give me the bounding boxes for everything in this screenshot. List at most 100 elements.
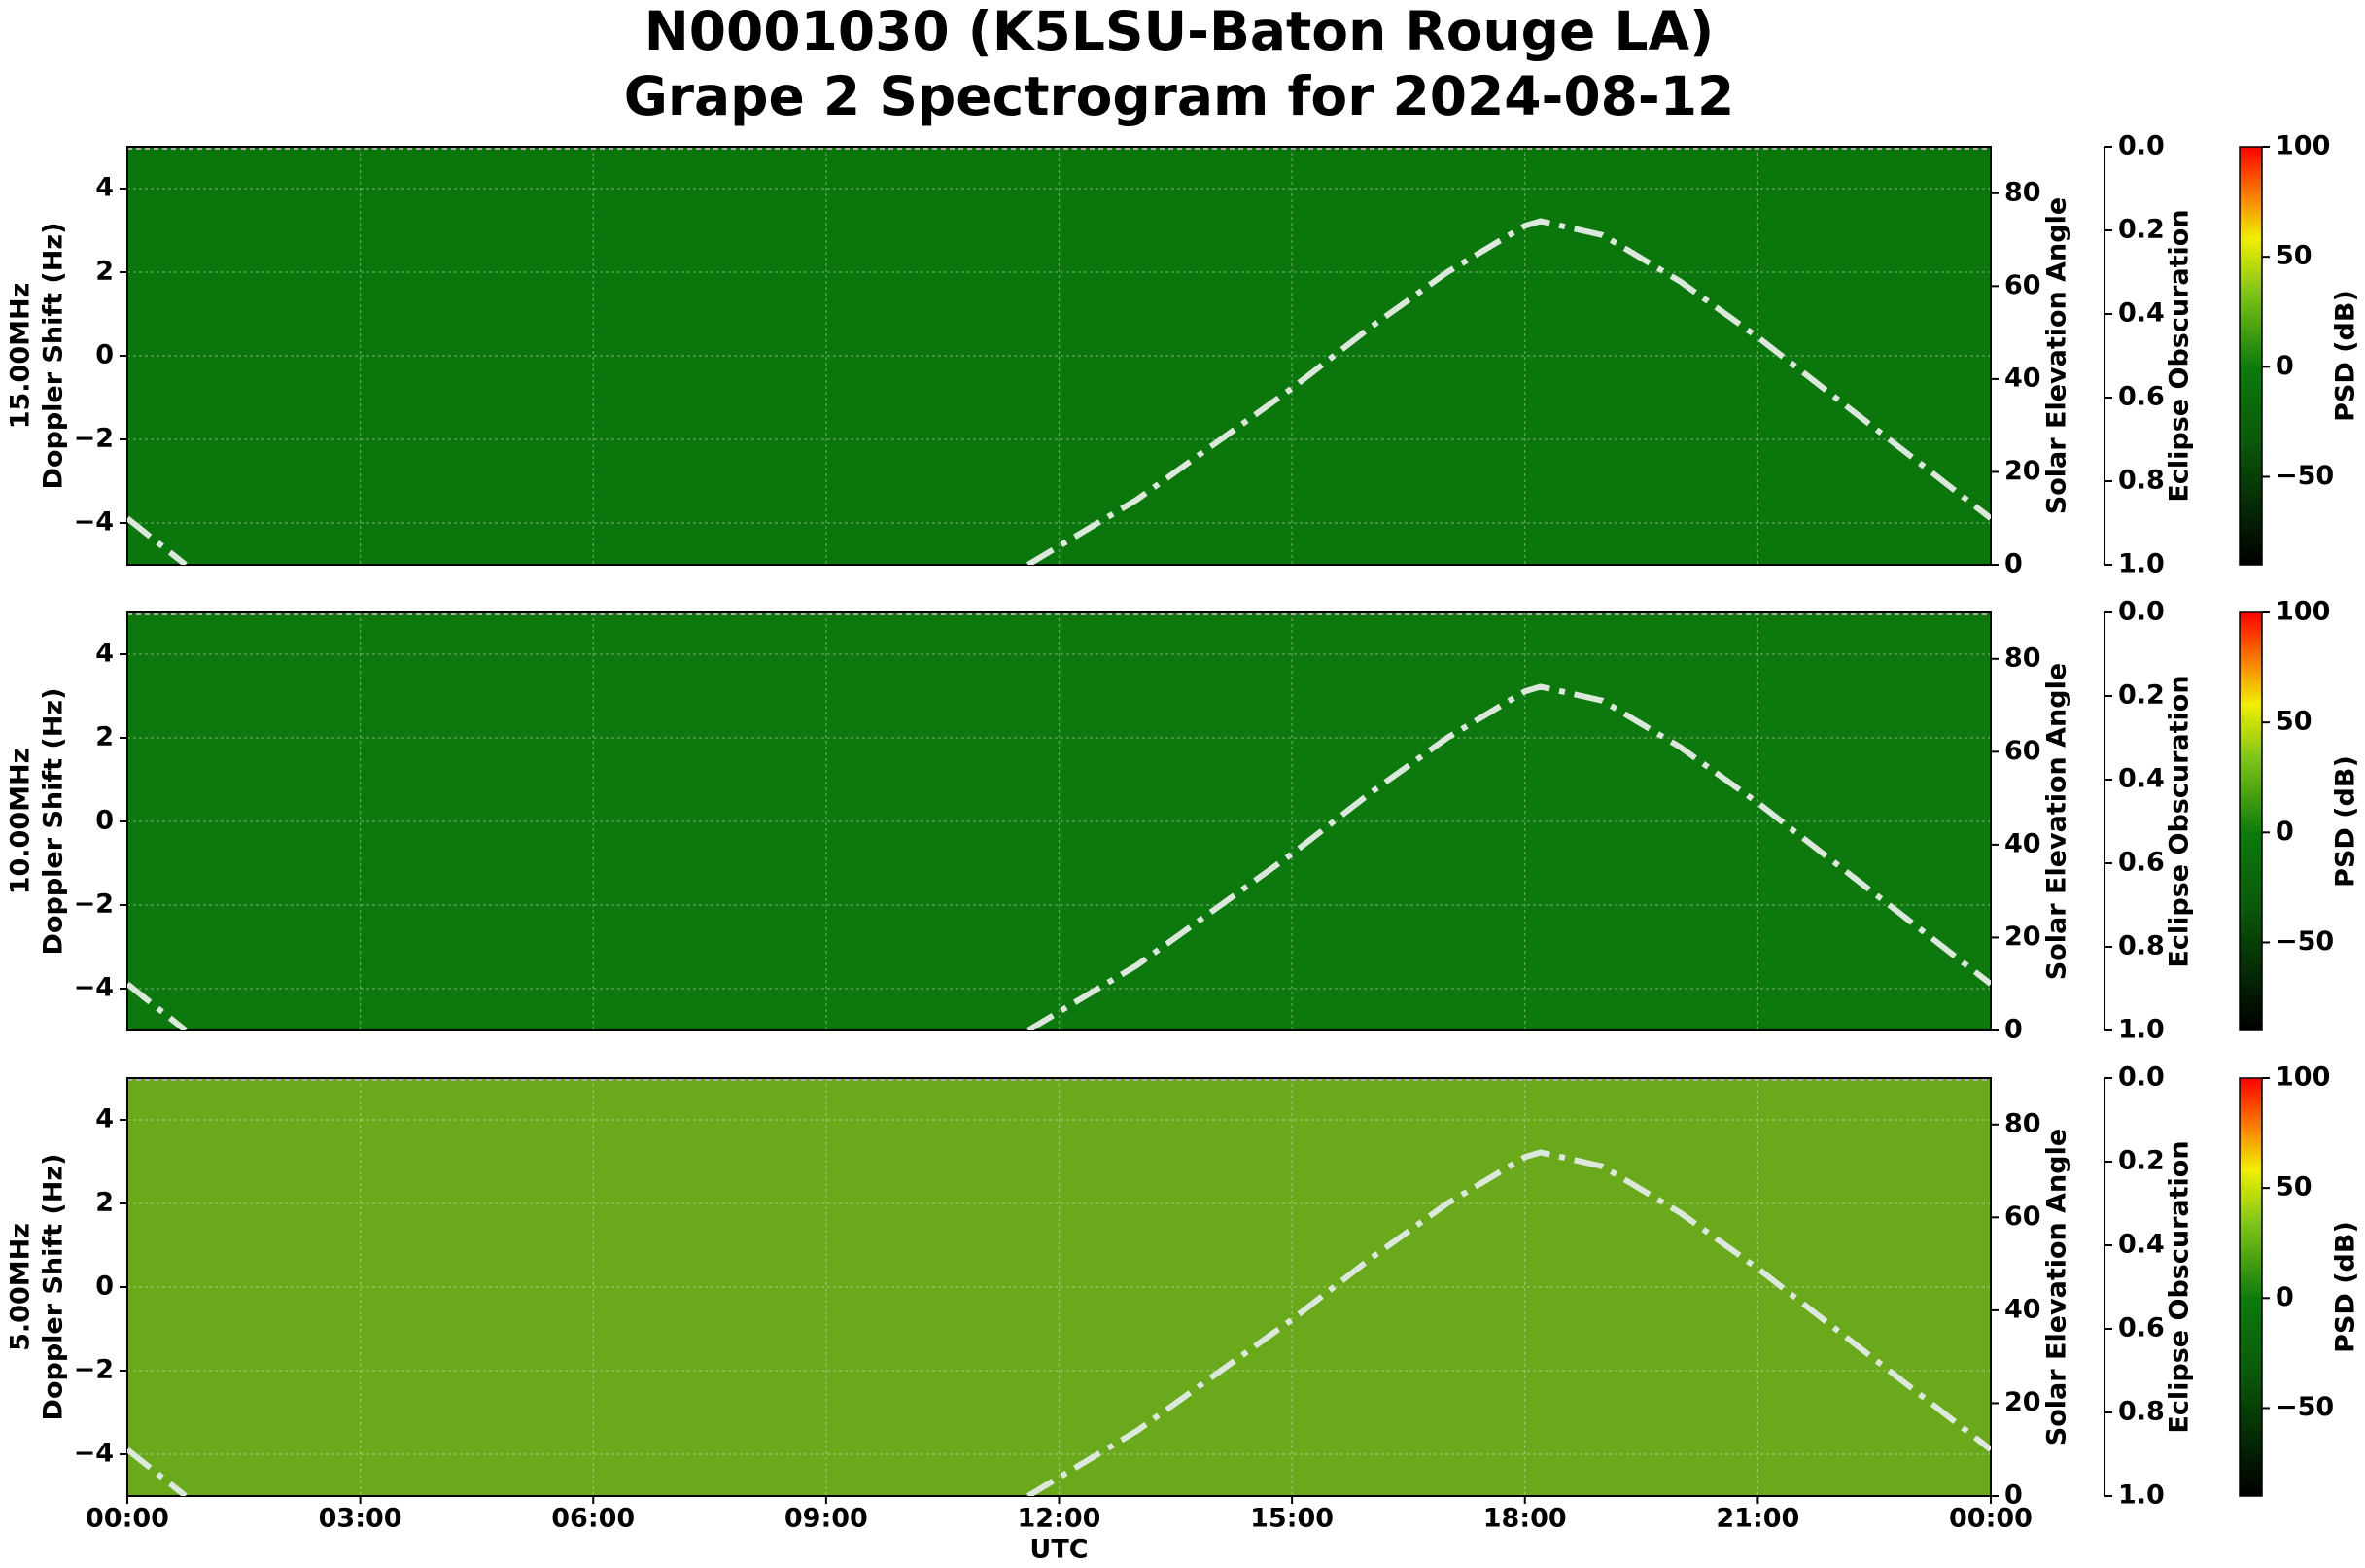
y3-tick-label: 0.4 <box>2118 764 2165 794</box>
y-label: Doppler Shift (Hz) <box>39 1154 69 1421</box>
y-tick-label: −2 <box>74 424 114 454</box>
spectrogram <box>127 147 1991 565</box>
y-tick-label: 4 <box>95 1104 114 1134</box>
y-tick-label: 2 <box>95 257 114 287</box>
x-label: UTC <box>1029 1535 1088 1565</box>
colorbar-tick-label: −50 <box>2276 926 2334 957</box>
y3-tick-label: 0.2 <box>2118 215 2165 245</box>
y2-tick-label: 80 <box>2004 177 2041 207</box>
y-label: 10.00MHz <box>6 749 36 895</box>
x-tick-label: 06:00 <box>551 1504 635 1534</box>
colorbar-label: PSD (dB) <box>2331 1221 2361 1353</box>
colorbar-tick-label: −50 <box>2276 1392 2334 1422</box>
y-tick-label: 0 <box>95 340 114 370</box>
y2-tick-label: 80 <box>2004 1108 2041 1138</box>
colorbar-tick-label: 50 <box>2276 1172 2313 1202</box>
x-tick-label: 00:00 <box>86 1504 169 1534</box>
y2-tick-label: 80 <box>2004 643 2041 673</box>
y3-tick-label: 1.0 <box>2118 1481 2165 1511</box>
colorbar-tick-label: 100 <box>2276 131 2330 161</box>
plot-frame <box>126 611 1992 1031</box>
colorbar-tick-label: 100 <box>2276 597 2330 627</box>
colorbar-tick-label: 50 <box>2276 707 2313 737</box>
x-tick-label: 12:00 <box>1018 1504 1101 1534</box>
y2-tick-label: 60 <box>2004 270 2041 300</box>
y3-tick-label: 0.8 <box>2118 931 2165 961</box>
y-tick-label: 0 <box>95 1272 114 1302</box>
y2-tick-label: 40 <box>2004 828 2041 858</box>
y-tick-label: −4 <box>74 973 114 1003</box>
y-label: Doppler Shift (Hz) <box>39 223 69 490</box>
y3-tick-label: 0.0 <box>2118 597 2165 627</box>
x-tick-label: 03:00 <box>319 1504 402 1534</box>
y3-tick-label: 0.2 <box>2118 1146 2165 1176</box>
colorbar-tick-label: 0 <box>2276 817 2294 847</box>
colorbar <box>2239 146 2263 566</box>
y3-tick-label: 0.4 <box>2118 1230 2165 1260</box>
x-tick-label: 00:00 <box>1949 1504 2033 1534</box>
colorbar-tick-label: −50 <box>2276 461 2334 491</box>
colorbar-tick-label: 50 <box>2276 241 2313 271</box>
title-line: N0001030 (K5LSU-Baton Rouge LA) <box>644 0 1715 62</box>
x-tick-label: 21:00 <box>1716 1504 1799 1534</box>
y3-tick-label: 0.0 <box>2118 1063 2165 1093</box>
y-tick-label: 4 <box>95 639 114 669</box>
y-label: 5.00MHz <box>6 1223 36 1351</box>
y2-tick-label: 40 <box>2004 363 2041 393</box>
y3-tick-label: 0.6 <box>2118 848 2165 878</box>
y3-label: Eclipse Obscuration <box>2165 209 2195 502</box>
plot-frame <box>126 146 1992 566</box>
y3-tick-label: 0.0 <box>2118 131 2165 161</box>
y3-tick-label: 0.6 <box>2118 1313 2165 1343</box>
y2-label: Solar Elevation Angle <box>2042 1129 2072 1446</box>
solar-elevation-line <box>127 1149 1991 1496</box>
y-tick-label: 0 <box>95 806 114 836</box>
x-tick-label: 15:00 <box>1250 1504 1334 1534</box>
x-tick-label: 09:00 <box>784 1504 868 1534</box>
y2-tick-label: 0 <box>2004 549 2023 579</box>
y3-tick-label: 0.6 <box>2118 382 2165 412</box>
y-tick-label: −4 <box>74 1439 114 1469</box>
solar-elevation-line <box>127 683 1991 1030</box>
y-tick-label: 2 <box>95 722 114 752</box>
y3-tick-label: 1.0 <box>2118 1015 2165 1045</box>
y2-label: Solar Elevation Angle <box>2042 663 2072 980</box>
y2-tick-label: 20 <box>2004 1387 2041 1417</box>
y3-tick-label: 0.4 <box>2118 298 2165 329</box>
y2-label: Solar Elevation Angle <box>2042 197 2072 514</box>
y2-tick-label: 20 <box>2004 922 2041 952</box>
y2-tick-label: 40 <box>2004 1294 2041 1324</box>
spectrogram <box>127 1078 1991 1496</box>
spectrogram <box>127 612 1991 1030</box>
y-tick-label: 2 <box>95 1188 114 1218</box>
plot-frame <box>126 1077 1992 1497</box>
colorbar <box>2239 611 2263 1031</box>
y3-tick-label: 1.0 <box>2118 549 2165 579</box>
y-tick-label: 4 <box>95 173 114 203</box>
y2-tick-label: 60 <box>2004 1202 2041 1232</box>
colorbar-tick-label: 0 <box>2276 1282 2294 1312</box>
y-tick-label: −4 <box>74 507 114 538</box>
colorbar-label: PSD (dB) <box>2331 290 2361 422</box>
x-tick-label: 18:00 <box>1483 1504 1567 1534</box>
y-tick-label: −2 <box>74 1355 114 1385</box>
y3-tick-label: 0.8 <box>2118 466 2165 496</box>
y2-tick-label: 0 <box>2004 1015 2023 1045</box>
colorbar-tick-label: 0 <box>2276 351 2294 381</box>
colorbar-label: PSD (dB) <box>2331 755 2361 888</box>
title-line: Grape 2 Spectrogram for 2024-08-12 <box>624 65 1735 127</box>
y3-label: Eclipse Obscuration <box>2165 1140 2195 1433</box>
y-label: Doppler Shift (Hz) <box>39 688 69 956</box>
y3-tick-label: 0.8 <box>2118 1397 2165 1427</box>
y2-tick-label: 60 <box>2004 736 2041 766</box>
y-tick-label: −2 <box>74 889 114 920</box>
y3-label: Eclipse Obscuration <box>2165 675 2195 967</box>
colorbar-tick-label: 100 <box>2276 1063 2330 1093</box>
y-label: 15.00MHz <box>6 283 36 430</box>
colorbar <box>2239 1077 2263 1497</box>
y2-tick-label: 0 <box>2004 1481 2023 1511</box>
y2-tick-label: 20 <box>2004 456 2041 486</box>
solar-elevation-line <box>127 218 1991 565</box>
